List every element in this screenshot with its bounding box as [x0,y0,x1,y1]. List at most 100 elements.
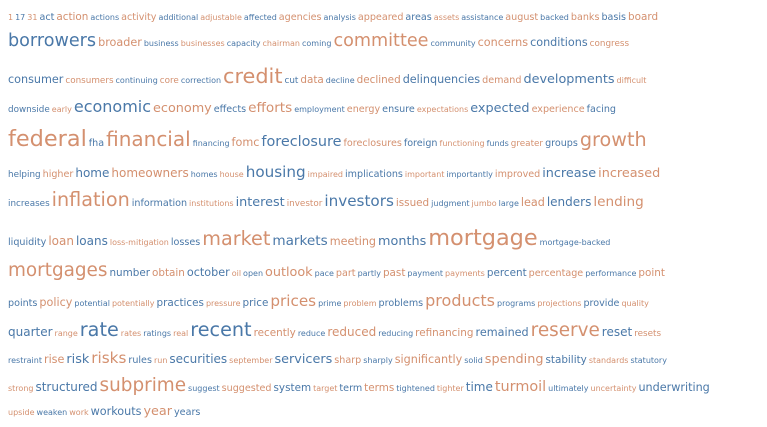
cloud-word: system [273,382,312,395]
cloud-word: payment [407,269,444,279]
cloud-word: increased [598,166,661,182]
cloud-word: economic [73,96,152,116]
cloud-word: loans [75,234,108,249]
cloud-word: actions [90,12,120,22]
cloud-word: judgment [431,199,470,209]
cloud-word: underwriting [638,381,710,395]
cloud-word: expectations [416,104,469,114]
cloud-word: programs [497,299,536,309]
cloud-word: expected [470,100,530,116]
cloud-word: securities [169,352,228,367]
cloud-word: markets [272,233,328,250]
cloud-word: inflation [51,188,130,212]
cloud-word: potential [74,299,110,309]
cloud-word: energy [346,103,381,115]
cloud-word: target [313,384,338,394]
cloud-word: outlook [265,265,313,281]
cloud-word: liquidity [8,237,47,249]
cloud-word: congress [589,38,630,49]
cloud-word: federal [8,126,87,153]
word-row: federal fha financial financing fomc foreclos… [8,126,763,153]
cloud-word: information [131,198,188,210]
cloud-word: part [335,268,356,280]
cloud-word: adjustable [200,12,242,22]
cloud-word: funds [486,139,509,149]
cloud-word: terms [364,382,395,395]
cloud-word: solid [464,356,483,366]
cloud-word: rules [128,355,152,367]
cloud-word: banks [570,11,600,23]
word-row: borrowers broader business businesses capaci… [8,30,763,51]
cloud-word: facing [586,103,616,115]
cloud-word: reserve [530,319,600,341]
word-row: liquidity loan loans loss-mitigation losses m… [8,225,763,252]
cloud-word: large [498,199,519,209]
cloud-word: board [628,10,659,23]
cloud-word: demand [482,75,522,87]
cloud-word: remained [475,325,529,339]
cloud-word: partly [357,269,381,279]
cloud-word: higher [42,169,74,181]
cloud-word: significantly [394,353,463,367]
cloud-word: performance [585,269,637,279]
cloud-word: delinquencies [402,73,481,87]
cloud-word: action [56,10,89,23]
cloud-word: percent [486,267,527,280]
cloud-word: economy [153,100,212,116]
cloud-word: cut [284,76,299,87]
cloud-word: spending [484,352,544,368]
cloud-word: broader [98,35,142,49]
cloud-word: resets [634,328,662,339]
cloud-word: payments [445,269,485,279]
cloud-word: conditions [530,35,588,49]
cloud-word: additional [158,12,199,22]
cloud-word: act [39,11,55,23]
cloud-word: areas [405,11,432,23]
cloud-word: ultimately [548,384,589,394]
cloud-word: homes [190,170,218,180]
cloud-word: foreclosures [343,138,402,150]
cloud-word: october [186,266,230,280]
cloud-word: open [243,269,264,279]
cloud-word: august [505,11,539,23]
cloud-word: rise [43,353,65,367]
cloud-word: point [638,267,665,280]
cloud-word: assistance [461,12,504,22]
cloud-word: time [465,380,493,395]
cloud-word: rates [120,328,142,338]
cloud-word: declined [356,74,401,87]
cloud-word: data [300,74,324,87]
cloud-word: credit [223,64,283,89]
cloud-word: problem [343,299,377,309]
cloud-word: percentage [528,268,584,280]
cloud-word: rate [79,317,119,341]
word-row: strong structured subprime suggest suggested… [8,376,763,396]
cloud-word: backed [540,12,569,22]
cloud-word: risks [91,349,127,368]
cloud-word: prime [318,299,342,309]
cloud-word: continuing [115,76,158,86]
cloud-word: number [109,267,151,280]
cloud-word: importantly [446,170,493,180]
cloud-word: improved [494,169,541,181]
cloud-word: coming [301,38,332,48]
cloud-word: risk [66,352,90,368]
cloud-word: turmoil [494,379,547,396]
cloud-word: strong [8,384,34,394]
cloud-word: community [430,38,476,48]
cloud-word: mortgage [428,225,538,252]
cloud-word: uncertainty [590,384,637,394]
cloud-word: structured [35,380,98,395]
cloud-word: issued [395,197,430,210]
cloud-word: pressure [205,299,241,309]
cloud-word: business [143,38,179,48]
cloud-word: early [51,104,72,114]
cloud-word: committee [333,30,429,51]
cloud-word: impaired [307,170,344,180]
cloud-word: lenders [546,195,592,210]
cloud-word: products [425,291,496,311]
cloud-word: provide [583,298,620,310]
cloud-word: functioning [439,139,485,149]
cloud-word: range [54,328,78,338]
cloud-word: correction [180,76,222,86]
